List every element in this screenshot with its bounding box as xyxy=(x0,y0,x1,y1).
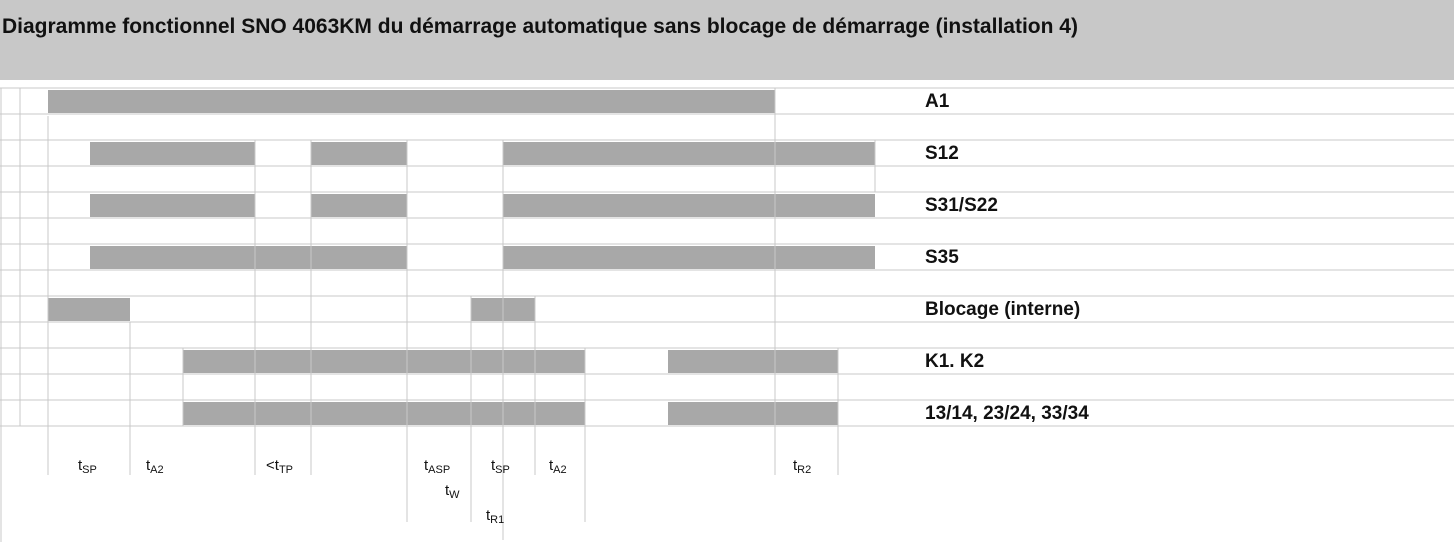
signal-bar xyxy=(90,194,255,217)
time-base: t xyxy=(486,507,491,524)
signal-bar xyxy=(311,194,407,217)
time-base: t xyxy=(549,457,554,474)
time-label: tR1 xyxy=(486,507,504,526)
signal-label: S12 xyxy=(925,143,959,164)
time-label: <tTP xyxy=(266,457,293,476)
signal-label: Blocage (interne) xyxy=(925,299,1080,320)
signal-bar xyxy=(503,142,875,165)
time-label: tW xyxy=(445,482,460,501)
time-label: tASP xyxy=(424,457,450,476)
time-sub: SP xyxy=(82,464,97,476)
time-base: t xyxy=(491,457,496,474)
signal-bar xyxy=(503,246,875,269)
time-sub: ASP xyxy=(428,464,450,476)
time-label: tR2 xyxy=(793,457,811,476)
signal-label: A1 xyxy=(925,91,950,112)
signal-label: S31/S22 xyxy=(925,195,998,216)
signal-bar xyxy=(183,350,585,373)
signal-bar xyxy=(311,142,407,165)
time-base: t xyxy=(78,457,83,474)
signal-bar xyxy=(90,246,407,269)
time-sub: R1 xyxy=(490,514,504,526)
signal-label: K1. K2 xyxy=(925,351,984,372)
signal-label: 13/14, 23/24, 33/34 xyxy=(925,403,1089,424)
signal-label: S35 xyxy=(925,247,959,268)
time-base: t xyxy=(424,457,429,474)
time-label: tSP xyxy=(491,457,510,476)
time-base: t xyxy=(793,457,798,474)
time-base: t xyxy=(146,457,151,474)
time-sub: TP xyxy=(279,464,293,476)
signal-bar xyxy=(668,350,838,373)
diagram-title: Diagramme fonctionnel SNO 4063KM du déma… xyxy=(0,0,1454,80)
signal-bar xyxy=(668,402,838,425)
signal-bar xyxy=(48,298,130,321)
time-base: <t xyxy=(266,457,280,474)
signal-bar xyxy=(183,402,585,425)
time-sub: W xyxy=(449,489,460,501)
time-label: tSP xyxy=(78,457,97,476)
signal-bar xyxy=(503,194,875,217)
time-label: tA2 xyxy=(549,457,567,476)
time-base: t xyxy=(445,482,450,499)
time-sub: R2 xyxy=(797,464,811,476)
signal-bar xyxy=(48,90,775,113)
time-sub: A2 xyxy=(553,464,566,476)
time-sub: SP xyxy=(495,464,510,476)
time-sub: A2 xyxy=(150,464,163,476)
signal-bar xyxy=(90,142,255,165)
time-label: tA2 xyxy=(146,457,164,476)
